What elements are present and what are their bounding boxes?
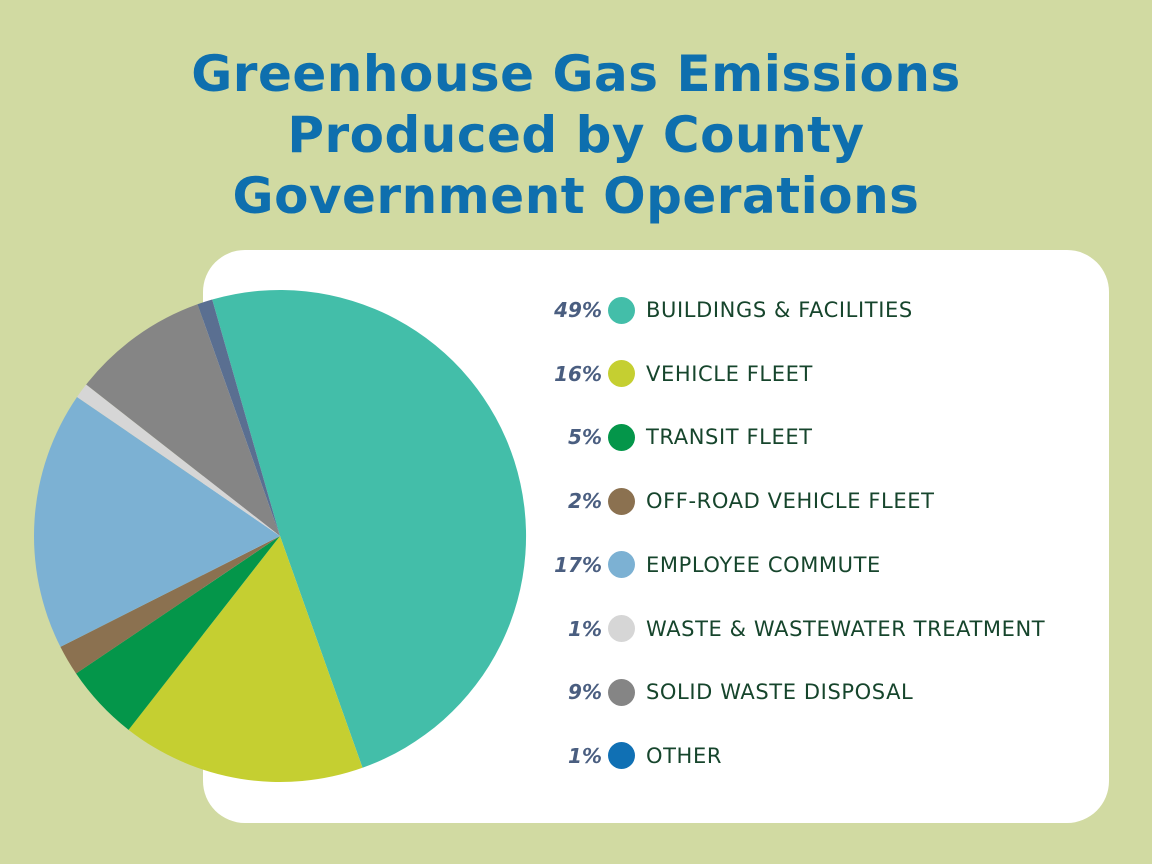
title-line-1: Greenhouse Gas Emissions: [191, 45, 961, 103]
legend-percent: 9%: [568, 680, 602, 705]
pie-slice-buildings-facilities: [212, 289, 527, 768]
legend-percent: 5%: [568, 425, 602, 450]
legend-swatch: [608, 296, 635, 324]
pie-slice-other: [197, 299, 280, 536]
legend-swatch: [608, 551, 635, 579]
title-line-2: Produced by County: [287, 106, 865, 164]
legend-label: TRANSIT FLEET: [646, 425, 813, 450]
pie-slice-waste-wastewater-treatment: [77, 384, 281, 536]
pie-slice-vehicle-fleet: [128, 536, 363, 783]
legend-percent: 1%: [568, 743, 602, 768]
legend-item-vehicle-fleet: 16% VEHICLE FLEET: [520, 354, 1120, 394]
legend-item-employee-commute: 17% EMPLOYEE COMMUTE: [520, 545, 1120, 585]
legend-item-other: 1% OTHER: [520, 736, 1120, 776]
legend-swatch: [608, 487, 635, 515]
title-line-3: Government Operations: [232, 167, 920, 225]
legend-label: EMPLOYEE COMMUTE: [646, 552, 881, 577]
legend-swatch: [608, 360, 635, 388]
legend-percent: 16%: [554, 361, 602, 386]
legend-percent: 1%: [568, 616, 602, 641]
pie-slice-off-road-vehicle-fleet: [60, 536, 280, 674]
pie-slice-employee-commute: [33, 397, 280, 647]
legend-percent: 49%: [554, 298, 602, 322]
legend-swatch: [608, 615, 635, 642]
legend-label: SOLID WASTE DISPOSAL: [646, 680, 914, 705]
legend-item-transit-fleet: 5% TRANSIT FLEET: [520, 417, 1120, 457]
legend-percent: 2%: [568, 489, 602, 514]
legend-item-solid-waste-disposal: 9% SOLID WASTE DISPOSAL: [520, 672, 1120, 712]
legend-swatch: [608, 678, 635, 706]
chart-title: Greenhouse Gas Emissions Produced by Cou…: [0, 44, 1152, 227]
legend-percent: 17%: [554, 552, 602, 577]
legend-label: BUILDINGS & FACILITIES: [646, 298, 913, 322]
pie-slice-transit-fleet: [76, 536, 280, 730]
legend-item-waste-wastewater-treatment: 1% WASTE & WASTEWATER TREATMENT: [520, 609, 1120, 649]
legend-label: VEHICLE FLEET: [646, 361, 813, 386]
pie-slice-solid-waste-disposal: [86, 304, 281, 536]
legend-label: WASTE & WASTEWATER TREATMENT: [646, 616, 1046, 641]
legend-label: OFF-ROAD VEHICLE FLEET: [646, 489, 935, 514]
legend-swatch: [608, 423, 635, 451]
legend-item-off-road-vehicle-fleet: 2% OFF-ROAD VEHICLE FLEET: [520, 481, 1120, 521]
legend-swatch: [608, 742, 635, 770]
legend-item-buildings-facilities: 49% BUILDINGS & FACILITIES: [520, 290, 1120, 330]
legend-label: OTHER: [646, 743, 723, 768]
